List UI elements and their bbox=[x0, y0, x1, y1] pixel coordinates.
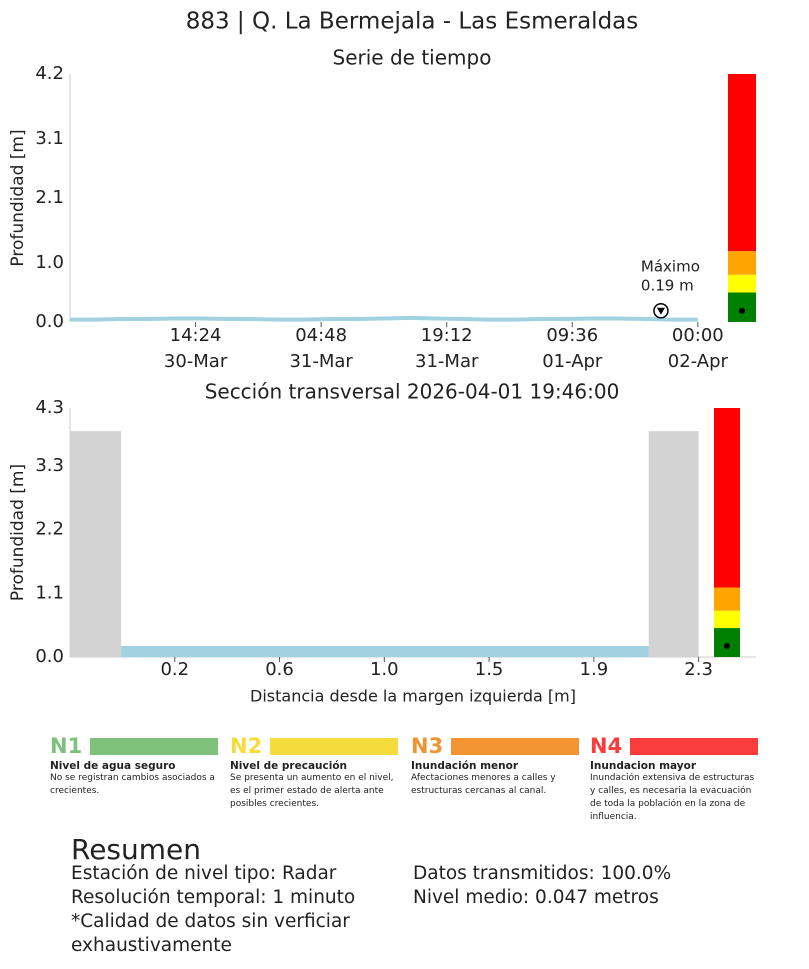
legend-bar bbox=[270, 737, 398, 755]
annotation: 0.19 m bbox=[641, 276, 694, 294]
x-tick-label: 01-Apr bbox=[542, 351, 603, 372]
legend-text: Se presenta un aumento en el nivel, es e… bbox=[230, 773, 394, 809]
legend-text: Afectaciones menores a calles y estructu… bbox=[411, 773, 556, 796]
summary-line: Resolución temporal: 1 minuto bbox=[71, 887, 356, 908]
y-tick-label: 3.3 bbox=[35, 455, 64, 476]
alert-level bbox=[714, 610, 740, 629]
legend-item: N2 Nivel de precaución Se presenta un aume… bbox=[230, 734, 398, 811]
legend-title: Inundacion mayor bbox=[590, 760, 697, 772]
page-title: 883 | Q. La Bermejala - Las Esmeraldas bbox=[186, 9, 639, 35]
alert-level bbox=[728, 251, 756, 275]
bank bbox=[648, 431, 699, 657]
annotation: Máximo bbox=[641, 257, 700, 275]
summary-line: Datos transmitidos: 100.0% bbox=[413, 863, 672, 884]
charts: 883 | Q. La Bermejala - Las Esmeraldas Se… bbox=[8, 9, 756, 706]
x-tick-label: 1.9 bbox=[580, 659, 609, 680]
y-tick-label: 1.1 bbox=[35, 582, 64, 603]
y-tick-label: 1.0 bbox=[35, 252, 64, 273]
current-level bbox=[724, 642, 730, 649]
x-tick-label: 31-Mar bbox=[415, 351, 479, 372]
x-tick-label: 2.3 bbox=[684, 659, 713, 680]
legend-item: N3 Inundación menor Afectaciones menores a… bbox=[411, 734, 579, 798]
alert-level bbox=[728, 274, 756, 293]
x-tick-label: 09:36 bbox=[546, 325, 598, 346]
alert-level bbox=[728, 74, 756, 252]
legend-code: N1 bbox=[50, 734, 83, 758]
x-tick-label: 19:12 bbox=[421, 325, 473, 346]
bank bbox=[70, 431, 122, 657]
x-tick-label: 02-Apr bbox=[668, 351, 729, 372]
summary-left: Estación de nivel tipo: Radar Resolución… bbox=[71, 862, 401, 958]
legend-text: Inundación extensiva de estructuras y ca… bbox=[590, 773, 755, 822]
y-tick-label: 3.1 bbox=[35, 128, 64, 149]
summary-title: Resumen bbox=[71, 833, 202, 866]
x-tick-label: 1.5 bbox=[475, 659, 504, 680]
summary-line: Estación de nivel tipo: Radar bbox=[71, 863, 337, 884]
legend-code: N2 bbox=[230, 734, 263, 758]
y-tick-label: 0.0 bbox=[35, 311, 64, 332]
y-axis-label: Profundidad [m] bbox=[8, 464, 28, 601]
y-tick-label: 2.1 bbox=[35, 187, 64, 208]
y-tick-label: 0.0 bbox=[35, 646, 64, 667]
chart-title: Sección transversal 2026-04-01 19:46:00 bbox=[205, 380, 620, 404]
x-axis-label: Distancia desde la margen izquierda [m] bbox=[250, 687, 576, 706]
legend-code: N3 bbox=[411, 734, 444, 758]
legend-bar bbox=[451, 737, 579, 755]
alert-level bbox=[714, 587, 740, 611]
legend-item: N1 Nivel de agua seguro No se registran ca… bbox=[50, 734, 218, 798]
x-tick-label: 0.2 bbox=[160, 659, 189, 680]
legend-title: Inundación menor bbox=[411, 760, 519, 772]
current-level bbox=[739, 307, 745, 314]
legend-item: N4 Inundacion mayor Inundación extensiva d… bbox=[590, 734, 758, 824]
y-tick-label: 4.2 bbox=[35, 63, 64, 84]
legend-text: No se registran cambios asociados a crec… bbox=[50, 773, 215, 796]
y-tick-label: 2.2 bbox=[35, 519, 64, 540]
x-tick-label: 0.6 bbox=[265, 659, 294, 680]
x-tick-label: 00:00 bbox=[672, 325, 724, 346]
alert-level bbox=[714, 408, 740, 588]
alert-level bbox=[728, 292, 756, 322]
water bbox=[121, 645, 649, 657]
y-axis-label: Profundidad [m] bbox=[8, 129, 28, 266]
x-tick-label: 31-Mar bbox=[289, 351, 353, 372]
series-line bbox=[70, 315, 698, 322]
summary-line: *Calidad de datos sin verficiar exhausti… bbox=[71, 911, 350, 956]
summary-line: Nivel medio: 0.047 metros bbox=[413, 887, 659, 908]
legend-title: Nivel de precaución bbox=[230, 760, 348, 772]
x-tick-label: 30-Mar bbox=[164, 351, 228, 372]
x-tick-label: 1.0 bbox=[370, 659, 399, 680]
max-marker-arrow bbox=[656, 307, 665, 315]
chart-title: Serie de tiempo bbox=[333, 46, 492, 70]
y-tick-label: 4.3 bbox=[35, 397, 64, 418]
legend-bar bbox=[630, 737, 758, 755]
alert-level bbox=[714, 628, 740, 657]
legend-code: N4 bbox=[590, 734, 623, 758]
summary-right: Datos transmitidos: 100.0% Nivel medio: … bbox=[413, 862, 743, 910]
x-tick-label: 14:24 bbox=[170, 325, 222, 346]
legend-bar bbox=[90, 737, 218, 755]
legend-title: Nivel de agua seguro bbox=[50, 760, 176, 772]
x-tick-label: 04:48 bbox=[295, 325, 347, 346]
